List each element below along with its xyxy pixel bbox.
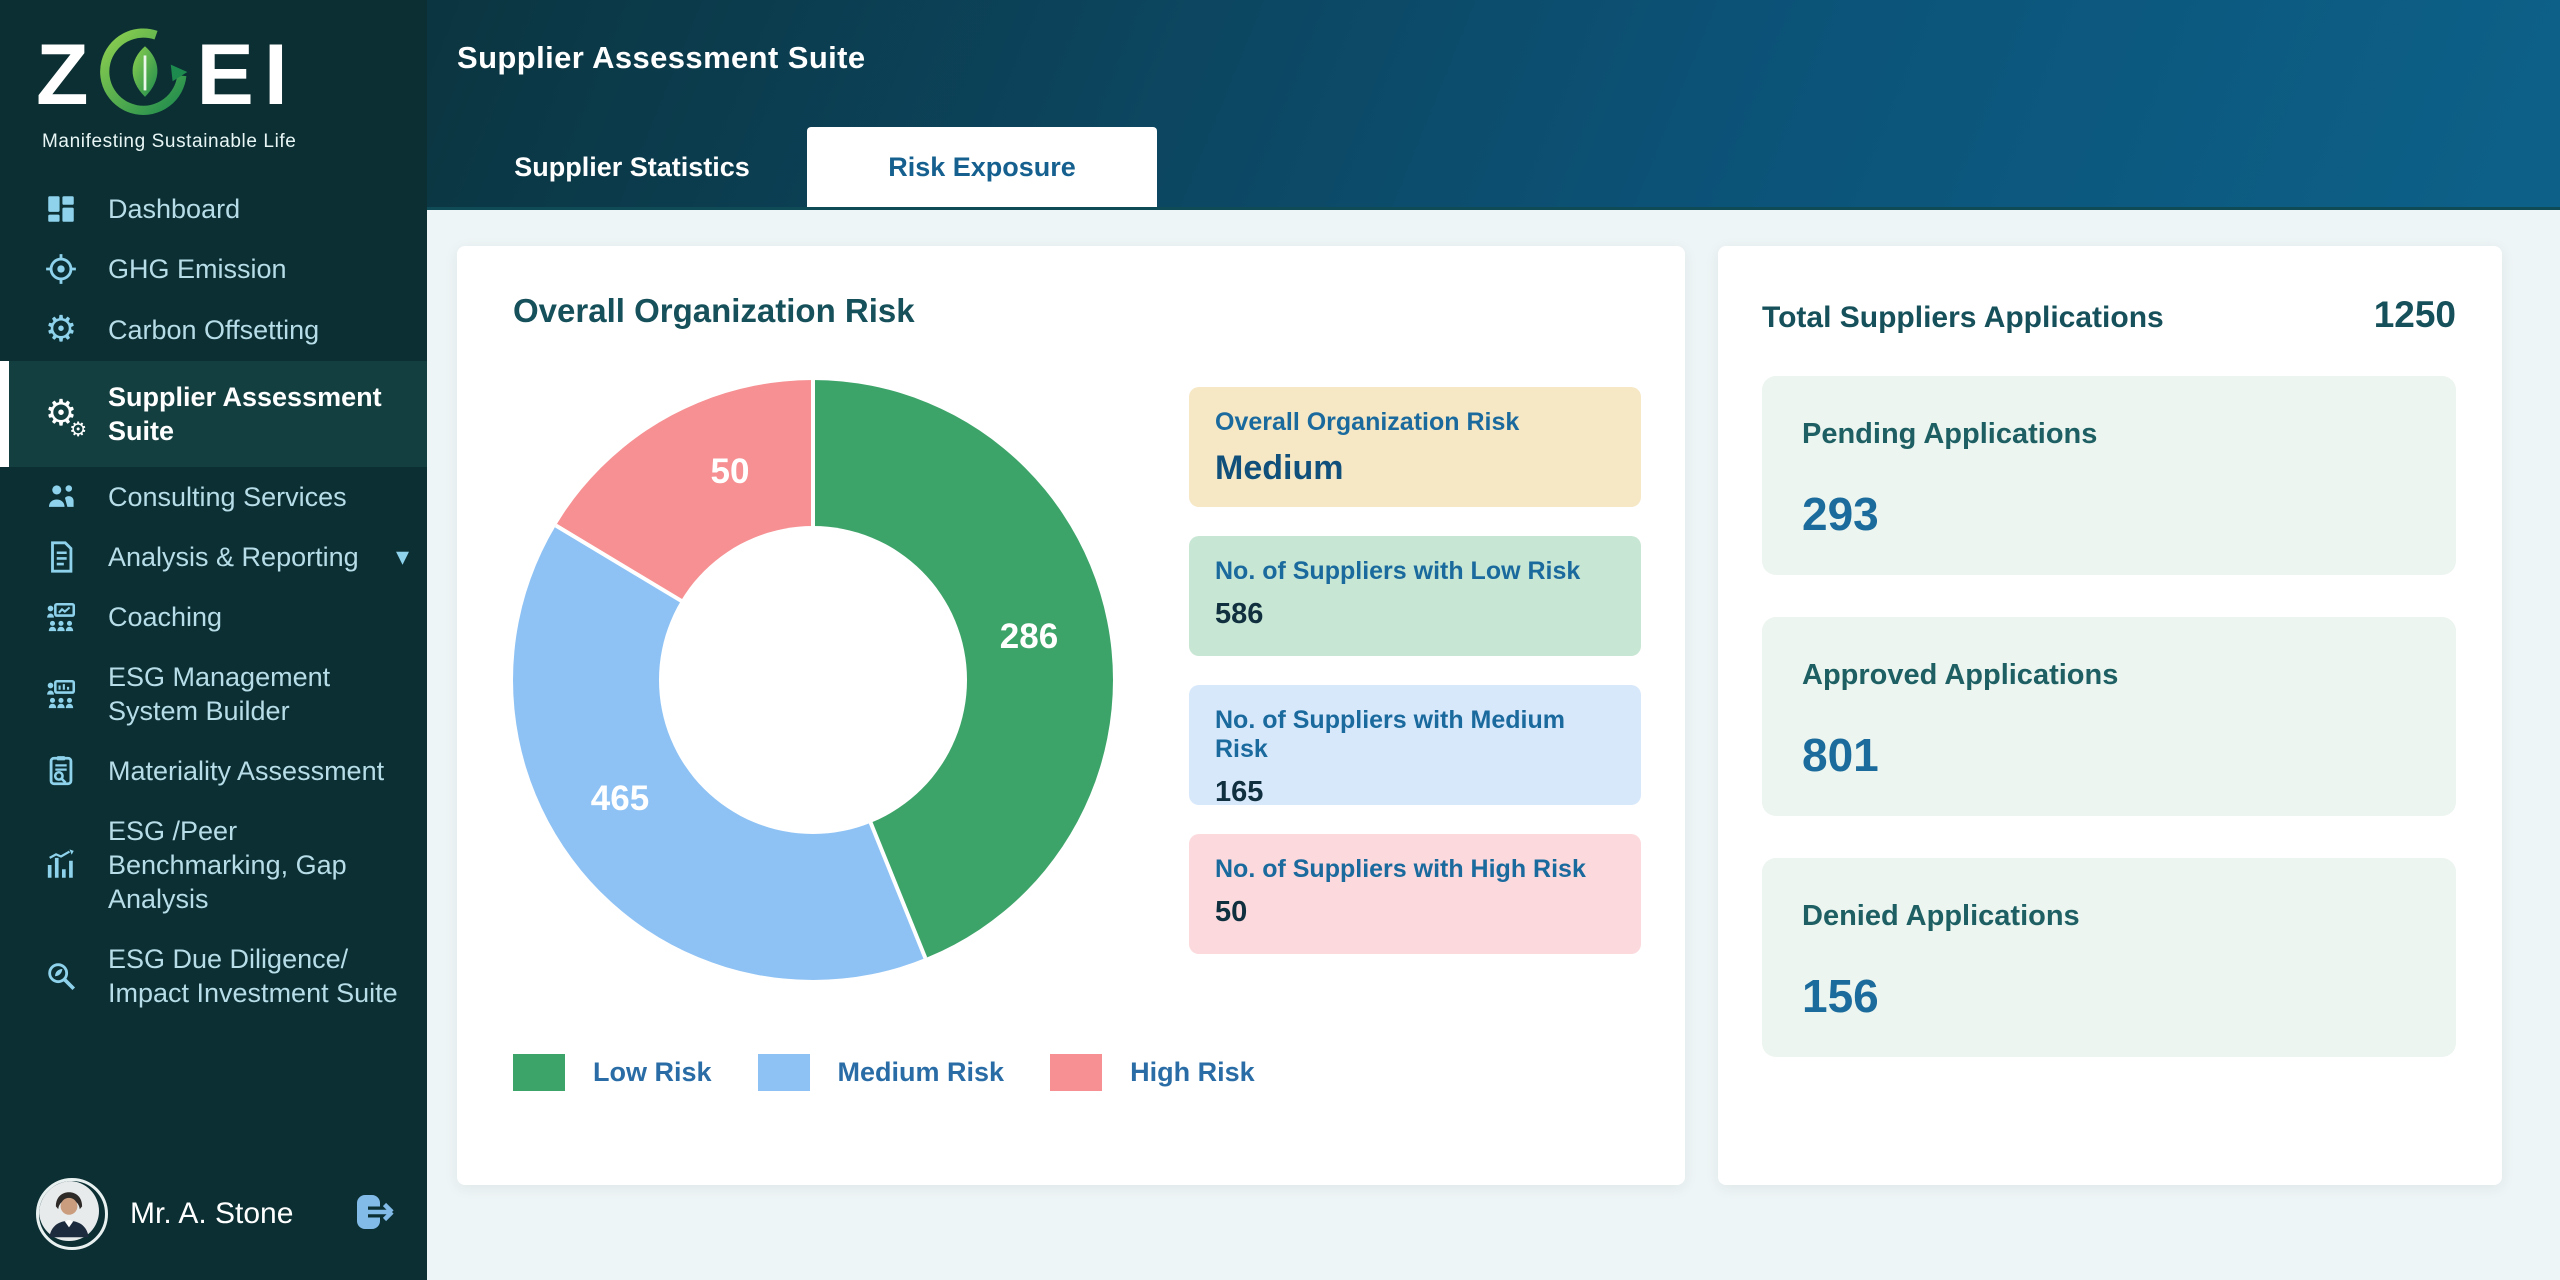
sidebar-item-label: Materiality Assessment bbox=[108, 756, 385, 787]
sidebar-item-label: ESG /Peer Benchmarking, Gap Analysis bbox=[108, 816, 347, 915]
slice-label-low: 286 bbox=[999, 617, 1059, 656]
risk-chip: Overall Organization Risk Medium bbox=[1189, 387, 1641, 507]
sidebar-item-esg-due-diligence[interactable]: ESG Due Diligence/ Impact Investment Sui… bbox=[0, 929, 427, 1023]
tab-risk-exposure[interactable]: Risk Exposure bbox=[807, 127, 1157, 207]
logo-letters-ei: EI bbox=[196, 26, 298, 123]
application-card-value: 156 bbox=[1802, 970, 1879, 1022]
chip-label: No. of Suppliers with Medium Risk bbox=[1215, 706, 1565, 763]
user-row: Mr. A. Stone bbox=[0, 1158, 427, 1280]
page-title: Supplier Assessment Suite bbox=[457, 40, 866, 75]
chip-value: 586 bbox=[1215, 598, 1264, 630]
application-card-value: 293 bbox=[1802, 488, 1879, 540]
risk-chip: No. of Suppliers with Medium Risk 165 bbox=[1189, 685, 1641, 808]
logout-icon[interactable] bbox=[353, 1191, 401, 1238]
consulting-person-icon bbox=[38, 480, 84, 514]
sidebar-item-consulting-services[interactable]: Consulting Services bbox=[0, 467, 427, 527]
slice-label-medium: 465 bbox=[590, 779, 650, 818]
logo-leaf-emblem-icon bbox=[99, 26, 191, 123]
legend-label: Medium Risk bbox=[837, 1057, 1005, 1087]
brand-logo: Z EI Manifesti bbox=[0, 0, 427, 153]
applications-title: Total Suppliers Applications bbox=[1762, 301, 2164, 334]
sidebar-item-label: Supplier Assessment Suite bbox=[108, 382, 382, 447]
sidebar-item-label: Coaching bbox=[108, 602, 223, 633]
chart-legend: Low Risk Medium Risk High Risk bbox=[513, 1054, 1255, 1091]
risk-chip: No. of Suppliers with High Risk 50 bbox=[1189, 834, 1641, 954]
approved-applications-card: Approved Applications 801 bbox=[1762, 617, 2456, 816]
coaching-presentation-icon bbox=[38, 600, 84, 634]
tab-bar: Supplier Statistics Risk Exposure bbox=[457, 127, 1157, 207]
sidebar-item-label: ESG Due Diligence/ Impact Investment Sui… bbox=[108, 944, 398, 1009]
page-header: Supplier Assessment Suite Supplier Stati… bbox=[427, 0, 2560, 210]
slice-label-high: 50 bbox=[710, 452, 750, 491]
chip-label: Overall Organization Risk bbox=[1215, 408, 1520, 436]
risk-summary-chips: Overall Organization Risk Medium No. of … bbox=[1189, 387, 1641, 954]
clipboard-search-icon bbox=[38, 754, 84, 788]
dashboard-grid-icon bbox=[38, 192, 84, 226]
applications-list: Pending Applications 293 Approved Applic… bbox=[1762, 376, 2456, 1057]
sidebar-item-label: Analysis & Reporting bbox=[108, 542, 359, 573]
legend-item-high-risk: High Risk bbox=[1050, 1054, 1255, 1091]
applications-total: 1250 bbox=[2373, 294, 2456, 335]
chip-value: Medium bbox=[1215, 449, 1344, 487]
supplier-gears-icon: ⚙ ⚙ bbox=[44, 392, 88, 441]
sidebar-item-carbon-offsetting[interactable]: ⚙ Carbon Offsetting bbox=[0, 299, 427, 361]
sidebar-item-label: Carbon Offsetting bbox=[108, 315, 320, 346]
sidebar-nav: Dashboard GHG Emission ⚙ Carbon Offsetti… bbox=[0, 179, 427, 1023]
gear-leaf-icon: ⚙ bbox=[44, 309, 78, 351]
application-card-label: Denied Applications bbox=[1802, 900, 2080, 932]
application-card-label: Pending Applications bbox=[1802, 418, 2098, 450]
benchmark-chart-icon bbox=[38, 848, 84, 882]
chip-value: 165 bbox=[1215, 776, 1264, 808]
main-content: Overall Organization Risk 286 465 50 Ove… bbox=[427, 210, 2560, 1280]
search-leaf-icon bbox=[38, 959, 84, 993]
pending-applications-card: Pending Applications 293 bbox=[1762, 376, 2456, 575]
sidebar-item-coaching[interactable]: Coaching bbox=[0, 587, 427, 647]
presentation-board-icon bbox=[38, 677, 84, 711]
sidebar-item-dashboard[interactable]: Dashboard bbox=[0, 179, 427, 239]
risk-chart-card: Overall Organization Risk 286 465 50 Ove… bbox=[457, 246, 1685, 1185]
applications-header: Total Suppliers Applications 1250 bbox=[1718, 246, 2502, 336]
avatar[interactable] bbox=[36, 1178, 108, 1250]
legend-swatch bbox=[513, 1054, 565, 1091]
applications-card: Total Suppliers Applications 1250 Pendin… bbox=[1718, 246, 2502, 1185]
sidebar-item-label: GHG Emission bbox=[108, 254, 287, 285]
legend-swatch bbox=[1050, 1054, 1103, 1091]
chip-value: 50 bbox=[1215, 896, 1248, 928]
denied-applications-card: Denied Applications 156 bbox=[1762, 858, 2456, 1057]
application-card-value: 801 bbox=[1802, 729, 1879, 781]
brand-tagline: Manifesting Sustainable Life bbox=[42, 131, 297, 152]
legend-label: Low Risk bbox=[593, 1057, 712, 1087]
chart-title: Overall Organization Risk bbox=[513, 292, 915, 329]
sidebar-item-ghg-emission[interactable]: GHG Emission bbox=[0, 239, 427, 299]
emission-target-icon bbox=[38, 252, 84, 286]
sidebar: Z EI Manifesti bbox=[0, 0, 427, 1280]
logo-letter-z: Z bbox=[36, 26, 93, 123]
legend-label: High Risk bbox=[1130, 1057, 1255, 1087]
legend-item-low-risk: Low Risk bbox=[513, 1054, 712, 1091]
donut-chart: 286 465 50 bbox=[513, 380, 1113, 980]
sidebar-item-materiality-assessment[interactable]: Materiality Assessment bbox=[0, 741, 427, 801]
report-document-icon bbox=[38, 540, 84, 574]
sidebar-item-label: Consulting Services bbox=[108, 482, 347, 513]
sidebar-item-label: ESG Management System Builder bbox=[108, 662, 331, 727]
chip-label: No. of Suppliers with High Risk bbox=[1215, 855, 1586, 883]
legend-swatch bbox=[757, 1054, 810, 1091]
chevron-down-icon[interactable]: ▾ bbox=[395, 541, 409, 572]
sidebar-item-analysis-reporting[interactable]: Analysis & Reporting ▾ bbox=[0, 527, 427, 587]
risk-chip: No. of Suppliers with Low Risk 586 bbox=[1189, 536, 1641, 656]
sidebar-item-esg-peer-benchmarking[interactable]: ESG /Peer Benchmarking, Gap Analysis bbox=[0, 801, 427, 929]
sidebar-item-supplier-assessment-suite[interactable]: ⚙ ⚙ Supplier Assessment Suite bbox=[0, 361, 427, 468]
legend-item-medium-risk: Medium Risk bbox=[757, 1054, 1005, 1091]
application-card-label: Approved Applications bbox=[1802, 659, 2119, 691]
sidebar-item-label: Dashboard bbox=[108, 194, 241, 224]
user-name: Mr. A. Stone bbox=[130, 1197, 294, 1230]
sidebar-item-esg-management-system-builder[interactable]: ESG Management System Builder bbox=[0, 647, 427, 741]
chip-label: No. of Suppliers with Low Risk bbox=[1215, 557, 1581, 585]
risk-donut bbox=[513, 380, 1113, 980]
tab-supplier-statistics[interactable]: Supplier Statistics bbox=[514, 151, 750, 182]
